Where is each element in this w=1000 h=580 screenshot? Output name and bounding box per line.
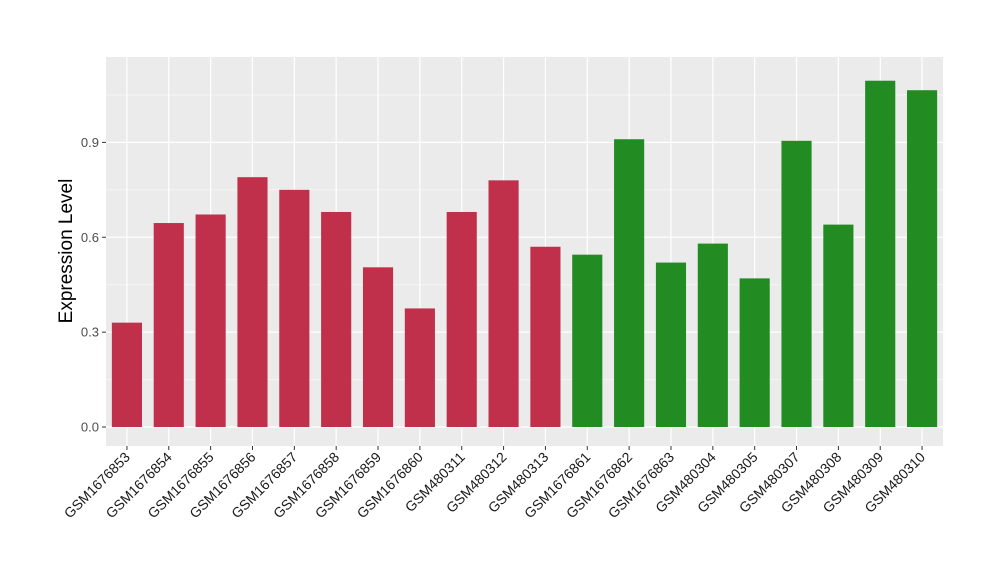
y-axis-title: Expression Level — [56, 179, 77, 324]
y-tick-label: 0.3 — [81, 325, 99, 340]
bar-GSM480311 — [446, 211, 477, 428]
bar-GSM480310 — [907, 90, 938, 428]
x-axis: GSM1676853GSM1676854GSM1676855GSM1676856… — [61, 446, 928, 521]
y-tick-label: 0.6 — [81, 230, 99, 245]
bar-GSM480304 — [697, 243, 728, 428]
bar-GSM1676861 — [572, 254, 603, 428]
bar-GSM480307 — [781, 140, 812, 428]
bar-GSM1676853 — [111, 322, 142, 428]
bar-GSM1676863 — [655, 262, 687, 428]
y-tick-label: 0.0 — [81, 420, 99, 435]
bar-GSM1676857 — [279, 189, 310, 428]
y-axis: 0.0 0.3 0.6 0.9 — [81, 135, 106, 435]
plot-panel — [106, 57, 943, 446]
bar-GSM1676855 — [195, 214, 226, 428]
bar-GSM1676862 — [614, 139, 645, 428]
bar-GSM480305 — [739, 278, 770, 428]
bar-GSM480312 — [488, 180, 519, 428]
bars — [111, 80, 938, 428]
bar-GSM480309 — [865, 80, 896, 428]
bar-GSM1676856 — [237, 177, 268, 428]
bar-GSM1676859 — [362, 267, 394, 428]
bar-GSM480313 — [530, 246, 561, 428]
bar-GSM1676860 — [404, 308, 435, 428]
bar-GSM1676858 — [321, 211, 352, 428]
y-tick-label: 0.9 — [81, 135, 99, 150]
bar-GSM1676854 — [153, 223, 184, 428]
bar-GSM480308 — [823, 224, 854, 428]
